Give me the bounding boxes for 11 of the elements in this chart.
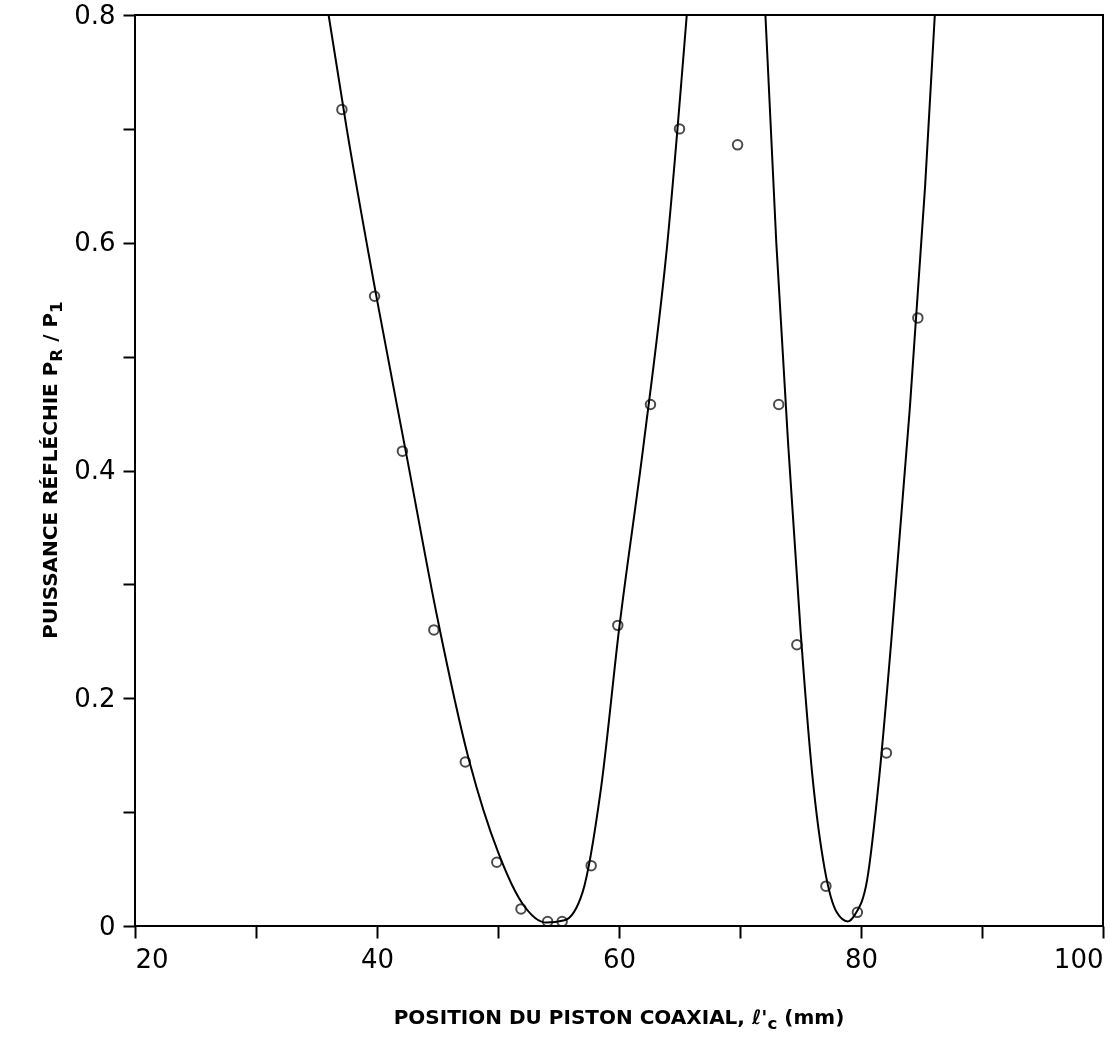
x-tick-label: 100 xyxy=(1053,943,1104,974)
x-tick-label: 60 xyxy=(602,943,637,974)
y-tick-label: 0.4 xyxy=(74,455,116,485)
x-tick-label: 20 xyxy=(135,943,169,974)
y-tick-label: 0.6 xyxy=(74,227,116,258)
x-axis-title: POSITION DU PISTON COAXIAL, ℓ'$_{c}$ (mm) xyxy=(392,1005,846,1033)
y-tick-label: 0.8 xyxy=(74,0,116,30)
x-tick-label: 40 xyxy=(360,943,395,974)
y-tick-label: 0 xyxy=(98,910,116,941)
y-tick-label: 0.2 xyxy=(74,682,116,713)
x-tick-label: 80 xyxy=(844,943,879,974)
